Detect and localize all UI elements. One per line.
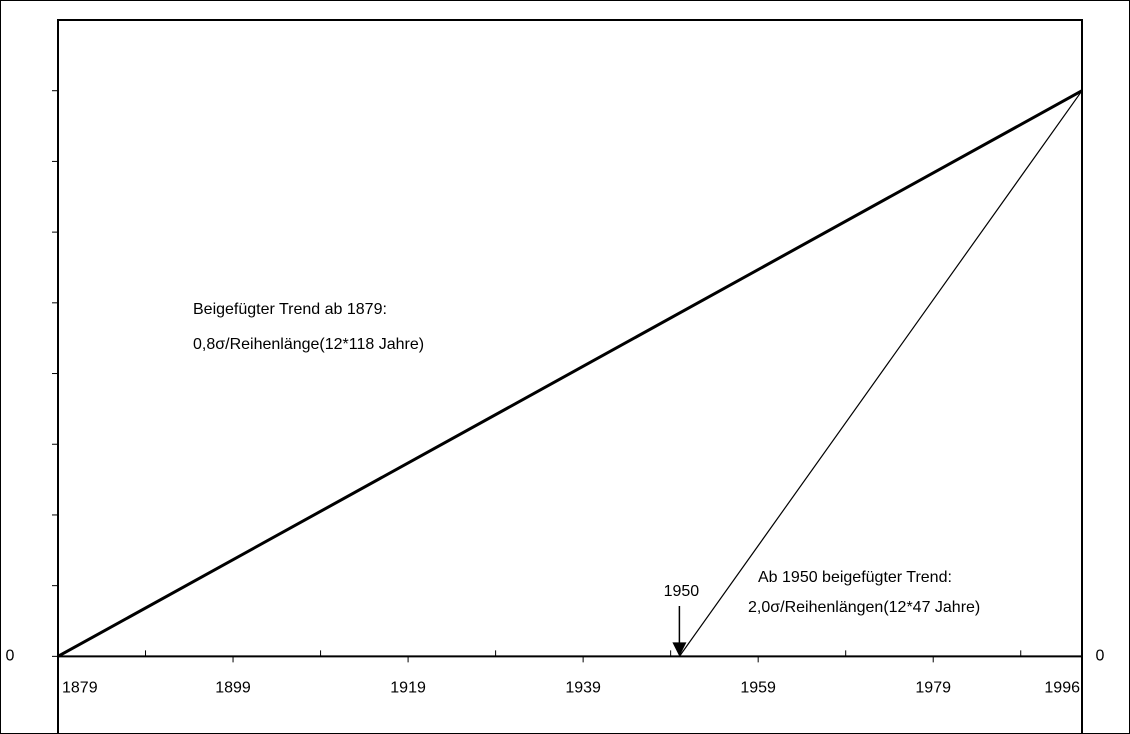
annotation: Ab 1950 beigefügter Trend: (758, 569, 952, 586)
marker-label: 1950 (664, 583, 700, 600)
annotation: 0,8σ/Reihenlänge(12*118 Jahre) (193, 336, 424, 353)
x-tick-label: 1996 (1044, 680, 1080, 697)
trend-line (57, 89, 1083, 658)
x-tick-label: 1979 (915, 680, 951, 697)
annotation: 2,0σ/Reihenlängen(12*47 Jahre) (748, 599, 980, 616)
marker-arrow-head (672, 642, 687, 657)
x-tick-label: 1959 (740, 680, 776, 697)
annotation: Beigefügter Trend ab 1879: (193, 301, 387, 318)
x-tick-label: 1939 (565, 680, 601, 697)
x-tick-label: 1919 (390, 680, 426, 697)
x-tick-label: 1879 (62, 680, 98, 697)
plot-frame (57, 19, 1083, 734)
trend-line (678, 90, 1083, 657)
y-tick-label: 0 (6, 648, 15, 665)
y2-tick-label: 0 (1096, 648, 1105, 665)
x-tick-label: 1899 (215, 680, 251, 697)
